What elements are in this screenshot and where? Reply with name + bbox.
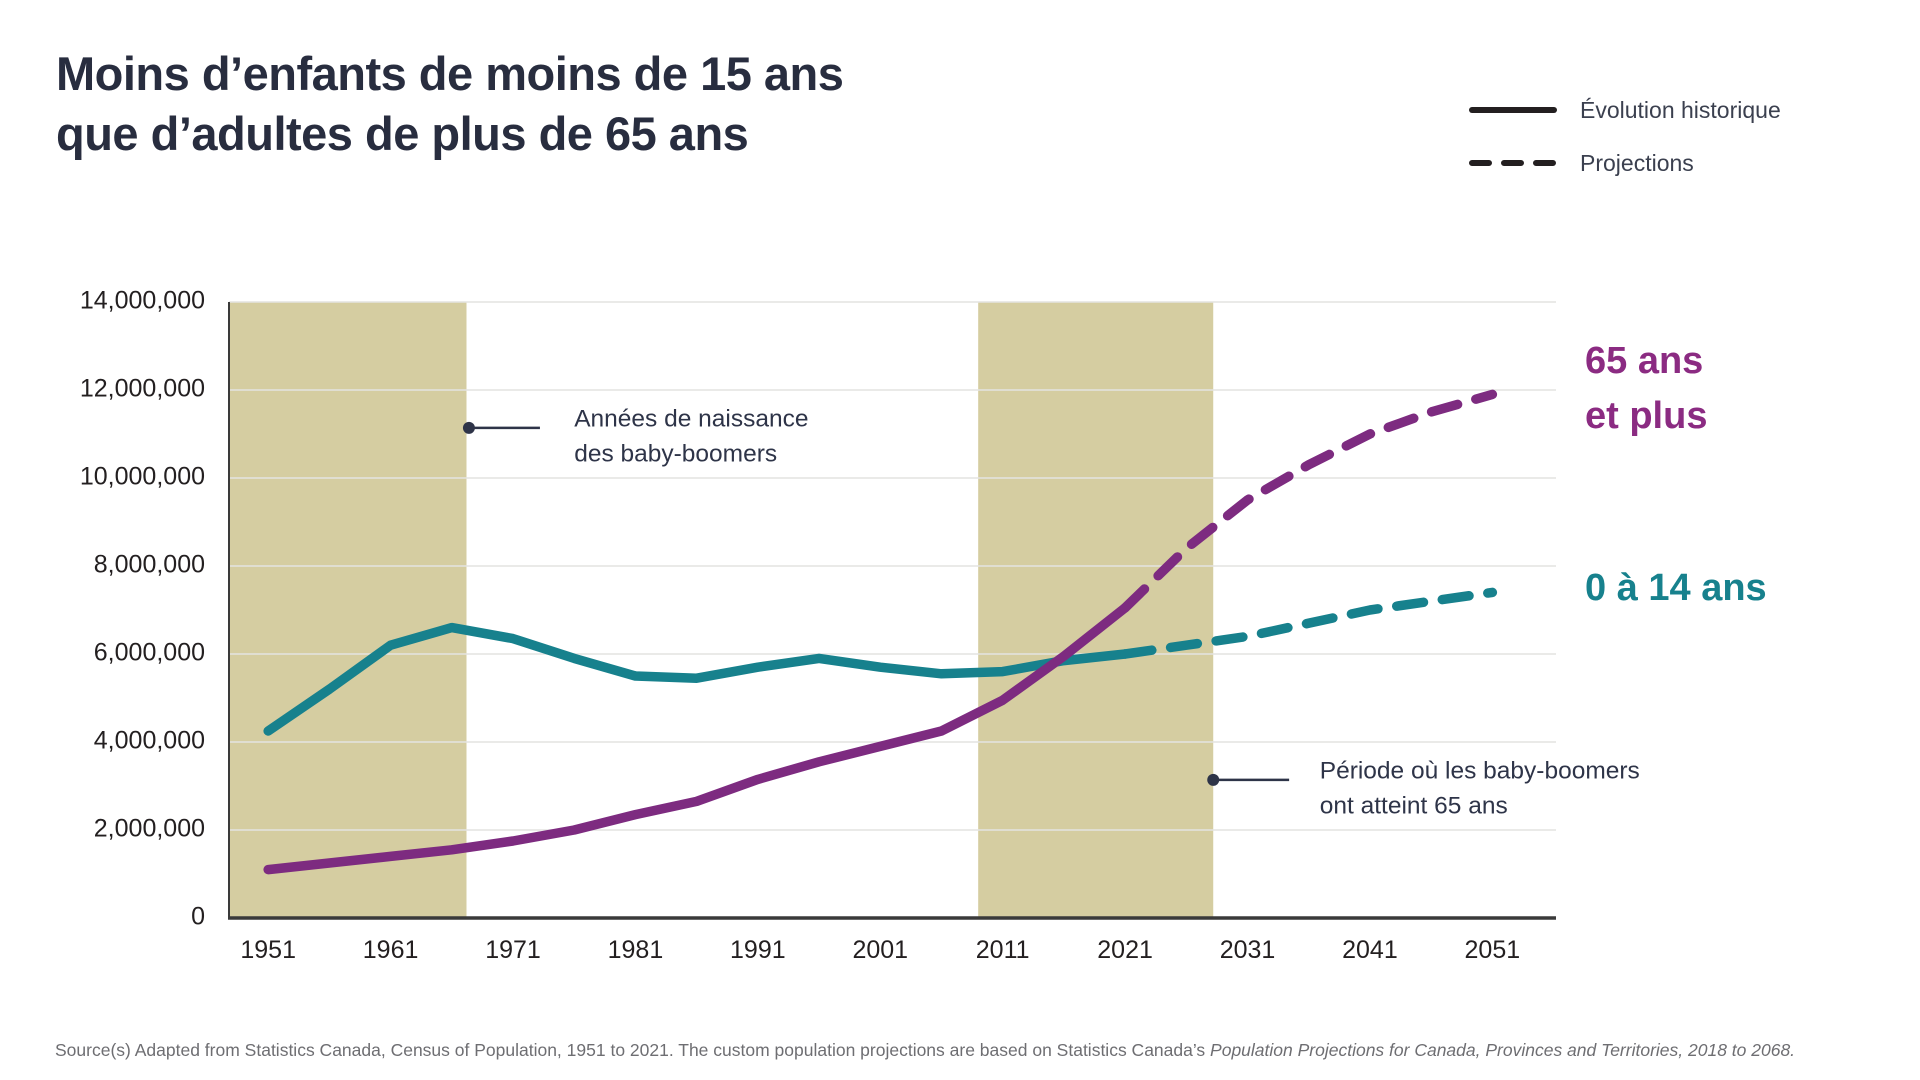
source-note-citation: Population Projections for Canada, Provi… <box>1210 1040 1796 1060</box>
children-0-14-projection-line <box>1120 587 1498 659</box>
chart-title-line1: Moins d’enfants de moins de 15 ans <box>56 47 844 100</box>
y-tick-label: 0 <box>191 903 205 931</box>
children-0-14-historical-line <box>263 622 1130 736</box>
legend-item-projections: Projections <box>1468 147 1781 179</box>
legend-solid-line-swatch <box>1469 107 1557 113</box>
y-tick-label: 10,000,000 <box>80 463 205 491</box>
adults-65-plus-projection-line <box>1120 389 1498 613</box>
y-tick-label: 2,000,000 <box>94 815 205 843</box>
annotation-2-text: ont atteint 65 ans <box>1320 793 1508 820</box>
y-tick-label: 12,000,000 <box>80 375 205 403</box>
series-label-0-14: 0 à 14 ans <box>1585 567 1767 609</box>
x-tick-label: 1961 <box>363 936 419 964</box>
baby-boom-band-1 <box>229 302 467 918</box>
x-tick-label: 1951 <box>240 936 296 964</box>
x-tick-label: 1991 <box>730 936 786 964</box>
legend-item-historical: Évolution historique <box>1468 94 1781 126</box>
annotation-1-text: des baby-boomers <box>574 441 777 468</box>
x-tick-label: 2051 <box>1465 936 1521 964</box>
y-tick-label: 6,000,000 <box>94 639 205 667</box>
series-label-65-plus: 65 ans <box>1585 340 1703 382</box>
y-tick-label: 14,000,000 <box>80 287 205 315</box>
y-tick-label: 4,000,000 <box>94 727 205 755</box>
chart-title-line2: que d’adultes de plus de 65 ans <box>56 106 749 160</box>
source-note-text: Source(s) Adapted from Statistics Canada… <box>55 1040 1211 1060</box>
legend-label-projections: Projections <box>1580 149 1694 176</box>
x-tick-label: 1981 <box>608 936 664 964</box>
annotation-2-text: Période où les baby-boomers <box>1320 757 1640 784</box>
x-tick-label: 1971 <box>485 936 541 964</box>
legend-label-historical: Évolution historique <box>1580 96 1781 123</box>
baby-boom-band-2 <box>978 302 1214 918</box>
legend-dashed-line-swatch <box>1469 160 1557 166</box>
x-tick-label: 2001 <box>852 936 908 964</box>
legend: Évolution historique Projections <box>1468 94 1781 179</box>
annotation-1-text: Années de naissance <box>574 405 808 432</box>
x-tick-label: 2011 <box>976 936 1030 964</box>
y-tick-label: 8,000,000 <box>94 551 205 579</box>
x-tick-label: 2021 <box>1097 936 1153 964</box>
chart-title: Moins d’enfants de moins de 15 ans que d… <box>56 44 844 163</box>
series-label-65-plus: et plus <box>1585 395 1707 437</box>
x-tick-label: 2031 <box>1220 936 1276 964</box>
source-note: Source(s) Adapted from Statistics Canada… <box>55 1040 1795 1061</box>
adults-65-plus-historical-line <box>263 603 1130 875</box>
x-tick-label: 2041 <box>1342 936 1398 964</box>
